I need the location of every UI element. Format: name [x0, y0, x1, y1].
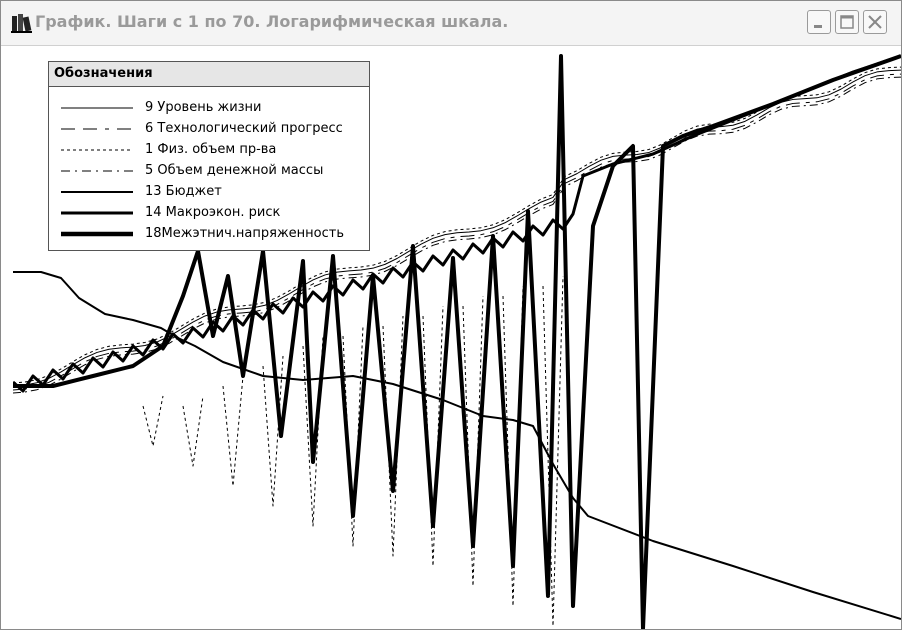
legend-swatch: [61, 170, 133, 172]
legend-label: 18Межэтнич.напряженность: [145, 226, 345, 241]
series-line-oscillation: [262, 355, 284, 507]
legend-label: 6 Технологический прогресс: [145, 121, 343, 136]
series-line-oscillation: [302, 335, 324, 527]
series-line-budget: [13, 271, 901, 620]
series-line-oscillation: [222, 375, 244, 487]
chart-plot: [13, 54, 901, 629]
legend-item: 6 Технологический прогресс: [49, 119, 369, 139]
legend-swatch: [61, 191, 133, 193]
legend-label: 1 Физ. объем пр-ва: [145, 142, 277, 157]
minimize-button[interactable]: [807, 10, 831, 34]
series-line-ethnic-tension: [13, 54, 901, 629]
window-title: График. Шаги с 1 по 70. Логарифмическая …: [35, 12, 509, 31]
legend-label: 9 Уровень жизни: [145, 100, 262, 115]
legend-swatch: [61, 231, 133, 237]
series-line-macro-risk: [13, 54, 901, 393]
series-line-tech-progress: [13, 73, 901, 391]
maximize-button[interactable]: [835, 10, 859, 34]
legend-label: 13 Бюджет: [145, 184, 222, 199]
legend-swatch: [61, 107, 133, 109]
series-line-living-standard: [13, 69, 901, 387]
legend-item: 14 Макроэкон. риск: [49, 203, 369, 223]
legend-swatch: [61, 128, 133, 130]
legend-swatch: [61, 149, 133, 151]
legend-title: Обозначения: [54, 66, 153, 81]
books-icon: [11, 14, 32, 33]
series-line-oscillation: [382, 315, 404, 557]
legend-item: 13 Бюджет: [49, 182, 369, 202]
series-line-production: [13, 66, 901, 384]
legend-label: 14 Макроэкон. риск: [145, 205, 281, 220]
maximize-icon: [840, 15, 854, 29]
legend-item: 9 Уровень жизни: [49, 98, 369, 118]
legend-header: Обозначения: [49, 62, 369, 87]
legend-label: 5 Объем денежной массы: [145, 163, 324, 178]
series-line-oscillation: [342, 325, 364, 547]
minimize-icon: [814, 25, 822, 28]
legend-item: 18Межэтнич.напряженность: [49, 224, 369, 244]
legend-item: 5 Объем денежной массы: [49, 161, 369, 181]
close-icon: [868, 15, 882, 29]
series-line-oscillation: [182, 395, 204, 467]
series-line-oscillation: [142, 395, 164, 447]
title-bar[interactable]: График. Шаги с 1 по 70. Логарифмическая …: [1, 1, 901, 46]
close-button[interactable]: [863, 10, 887, 34]
legend-item: 1 Физ. объем пр-ва: [49, 140, 369, 160]
legend[interactable]: Обозначения 9 Уровень жизни 6 Технологич…: [48, 61, 370, 251]
legend-swatch: [61, 211, 133, 215]
series-line-oscillation: [502, 285, 524, 607]
